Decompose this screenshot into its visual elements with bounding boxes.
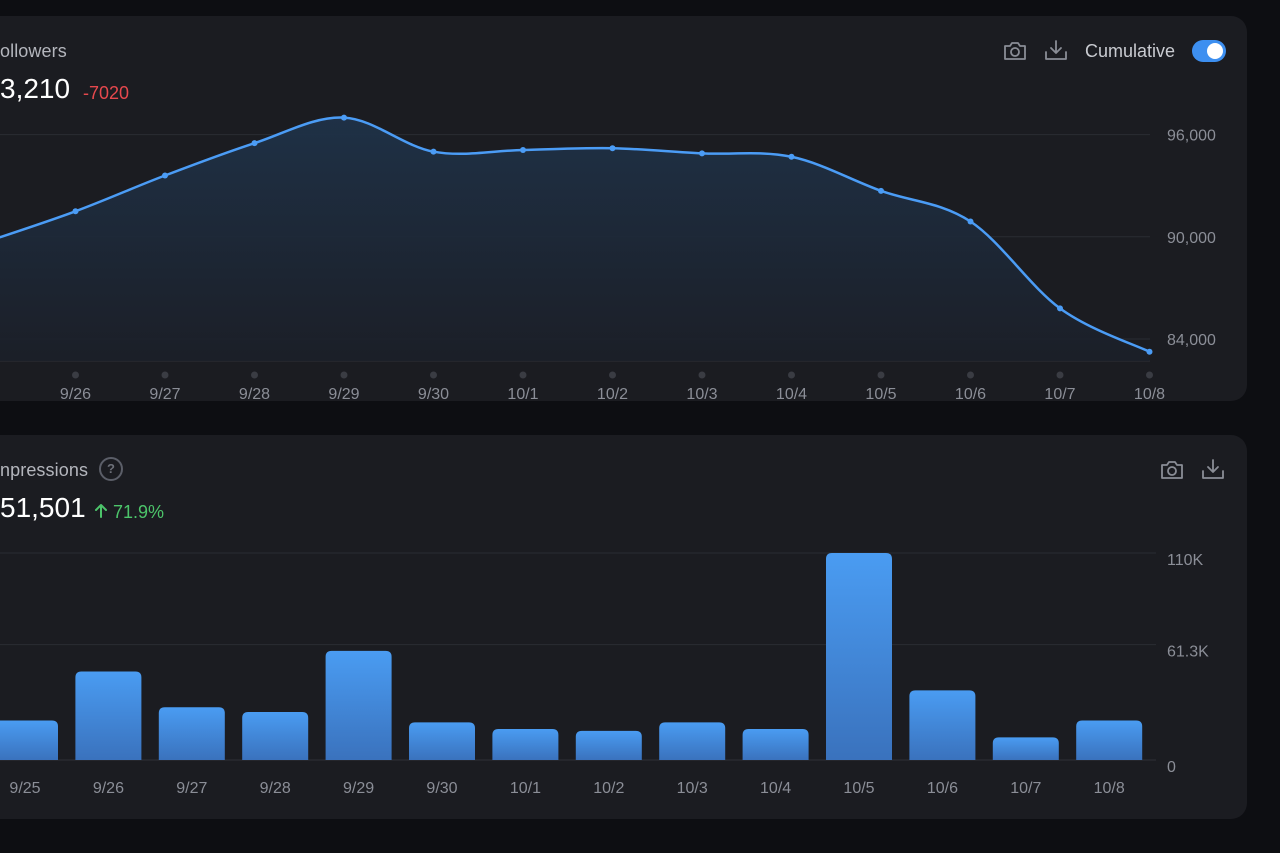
toggle-knob [1207, 43, 1223, 59]
camera-icon[interactable] [1002, 40, 1028, 62]
x-tick-dot [1146, 371, 1153, 379]
x-tick-dot [1056, 371, 1064, 379]
data-point[interactable] [520, 146, 526, 153]
data-point[interactable] [1057, 305, 1063, 312]
impressions-bar[interactable] [742, 728, 809, 760]
followers-value: 3,210 [0, 73, 71, 104]
x-tick-label: 10/7 [1010, 780, 1041, 797]
impressions-bar[interactable] [242, 712, 309, 760]
data-point[interactable] [788, 153, 795, 160]
x-tick-dot [161, 371, 169, 379]
x-tick-label: 10/4 [776, 386, 807, 401]
impressions-bar[interactable] [575, 730, 642, 760]
data-point[interactable] [699, 150, 705, 157]
x-tick-label: 9/25 [9, 780, 40, 797]
y-tick-label: 0 [1167, 759, 1176, 776]
x-tick-label: 9/28 [239, 386, 270, 401]
x-tick-label: 10/4 [760, 780, 791, 797]
x-tick-dot [788, 371, 795, 379]
impressions-delta: 71.9% [113, 502, 165, 522]
impressions-bar[interactable] [659, 722, 726, 760]
y-tick-label: 90,000 [1167, 230, 1216, 247]
x-tick-label: 10/3 [677, 780, 708, 797]
x-tick-dot [519, 371, 527, 379]
cumulative-label: Cumulative [1085, 41, 1176, 61]
followers-delta: -7020 [83, 83, 130, 103]
x-tick-label: 9/27 [176, 780, 207, 797]
y-tick-label: 96,000 [1167, 128, 1216, 145]
x-tick-label: 10/2 [597, 386, 628, 401]
data-point[interactable] [430, 148, 437, 155]
cumulative-toggle[interactable] [1192, 40, 1226, 62]
impressions-bar[interactable] [492, 728, 559, 760]
x-tick-label: 9/30 [426, 780, 457, 797]
impressions-bar[interactable] [826, 553, 892, 760]
impressions-bar[interactable] [992, 737, 1059, 760]
x-tick-label: 10/6 [927, 780, 958, 797]
impressions-bar[interactable] [325, 650, 392, 760]
x-tick-label: 9/29 [328, 386, 359, 401]
impressions-bar[interactable] [75, 671, 142, 760]
x-tick-label: 10/2 [593, 780, 624, 797]
data-point[interactable] [967, 218, 974, 225]
x-tick-label: 10/1 [510, 780, 541, 797]
followers-area [0, 117, 1150, 361]
x-tick-label: 10/5 [865, 386, 896, 401]
download-icon[interactable] [1200, 457, 1226, 479]
followers-chart: 84,00090,00096,00059/269/279/289/299/301… [0, 114, 1216, 401]
impressions-bar[interactable] [409, 722, 475, 760]
y-tick-label: 84,000 [1167, 332, 1216, 349]
x-tick-label: 10/8 [1134, 386, 1165, 401]
impressions-bar[interactable] [0, 720, 58, 760]
camera-icon[interactable] [1159, 459, 1185, 481]
impressions-bar[interactable] [1076, 720, 1143, 760]
arrow-up-icon [94, 503, 108, 524]
impressions-bar[interactable] [909, 690, 976, 760]
impressions-card: npressions ? 51,501 71.9% 0 61.3K 110K 9/25… [0, 435, 1247, 819]
x-tick-dot [340, 371, 348, 379]
impressions-title: npressions [0, 460, 89, 480]
x-tick-label: 10/3 [686, 386, 717, 401]
x-tick-label: 10/8 [1094, 780, 1125, 797]
x-tick-label: 9/26 [93, 780, 124, 797]
x-tick-dot [609, 371, 616, 379]
data-point[interactable] [1146, 348, 1153, 355]
followers-title: ollowers [0, 41, 67, 61]
data-point[interactable] [609, 145, 616, 152]
data-point[interactable] [341, 114, 347, 121]
x-tick-dot [967, 371, 974, 379]
data-point[interactable] [878, 187, 884, 194]
x-tick-label: 9/26 [60, 386, 91, 401]
x-tick-label: 10/7 [1044, 386, 1075, 401]
x-tick-label: 9/29 [343, 780, 374, 797]
download-icon[interactable] [1043, 38, 1069, 60]
x-tick-dot [251, 371, 258, 379]
x-tick-dot [430, 371, 437, 379]
impressions-chart: 0 61.3K 110K 9/25 9/26 9/27 9/28 9/29 9/30 10/1 10… [0, 552, 1209, 797]
x-tick-dot [72, 371, 79, 379]
followers-card: ollowers 3,210 -7020 Cumulative 84,000 90… [0, 16, 1247, 401]
data-point[interactable] [251, 140, 258, 147]
y-tick-label: 110K [1167, 552, 1204, 569]
x-tick-label: 9/28 [260, 780, 291, 797]
impressions-value: 51,501 [0, 492, 86, 523]
x-tick-label: 10/5 [843, 780, 874, 797]
x-tick-label: 9/27 [149, 386, 180, 401]
data-point[interactable] [72, 208, 79, 215]
x-tick-label: 9/30 [418, 386, 449, 401]
y-tick-label: 61.3K [1167, 644, 1209, 661]
data-point[interactable] [162, 172, 168, 179]
x-tick-dot [877, 371, 885, 379]
impressions-bar[interactable] [158, 707, 225, 760]
help-icon[interactable]: ? [99, 457, 123, 481]
x-tick-dot [698, 371, 706, 379]
x-tick-label: 10/6 [955, 386, 986, 401]
x-tick-label: 10/1 [507, 386, 538, 401]
